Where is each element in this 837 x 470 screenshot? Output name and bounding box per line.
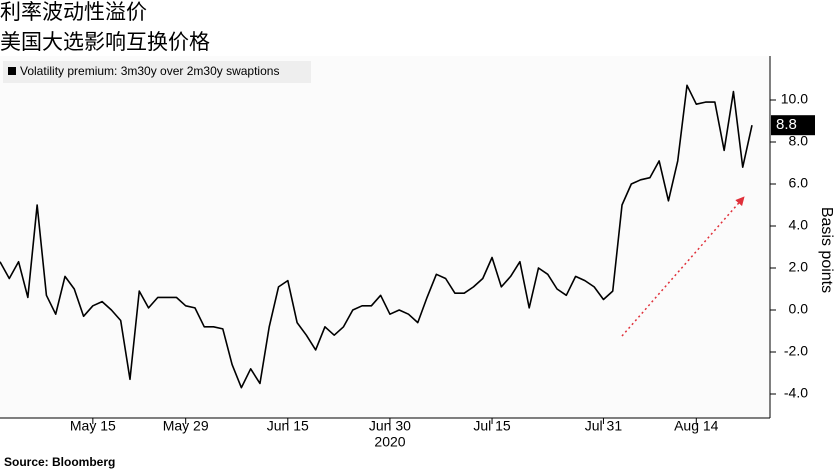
y-axis-label: Basis points — [818, 207, 835, 293]
x-tick-label: Jun 30 — [369, 418, 411, 434]
y-tick-label: 8.0 — [789, 133, 809, 149]
x-tick-label: Jun 15 — [267, 418, 309, 434]
x-axis-label: 2020 — [374, 434, 405, 450]
y-tick-label: 4.0 — [789, 217, 809, 233]
y-tick-label: 0.0 — [789, 301, 809, 317]
x-tick-label: Jul 31 — [585, 418, 623, 434]
x-tick-label: Jul 15 — [473, 418, 511, 434]
x-tick-label: May 29 — [163, 418, 209, 434]
x-tick-label: May 15 — [70, 418, 116, 434]
y-tick-label: 6.0 — [789, 175, 809, 191]
y-tick-label: -4.0 — [784, 385, 808, 401]
last-value-label: 8.8 — [776, 116, 797, 133]
plot-area — [0, 56, 770, 418]
legend-swatch — [8, 67, 16, 75]
line-series — [0, 84, 753, 389]
y-tick-label: -2.0 — [784, 343, 808, 359]
source: Source: Bloomberg — [4, 455, 115, 469]
legend-box — [3, 61, 311, 83]
x-tick-label: Aug 14 — [674, 418, 719, 434]
trend-arrow — [621, 196, 745, 337]
chart-subtitle: 美国大选影响互换价格 — [0, 30, 210, 54]
last-value-box — [771, 115, 815, 136]
chart-title: 利率波动性溢价 — [0, 0, 147, 24]
legend-label: Volatility premium: 3m30y over 2m30y swa… — [20, 64, 279, 78]
y-tick-label: 10.0 — [781, 91, 808, 107]
y-tick-label: 2.0 — [789, 259, 809, 275]
